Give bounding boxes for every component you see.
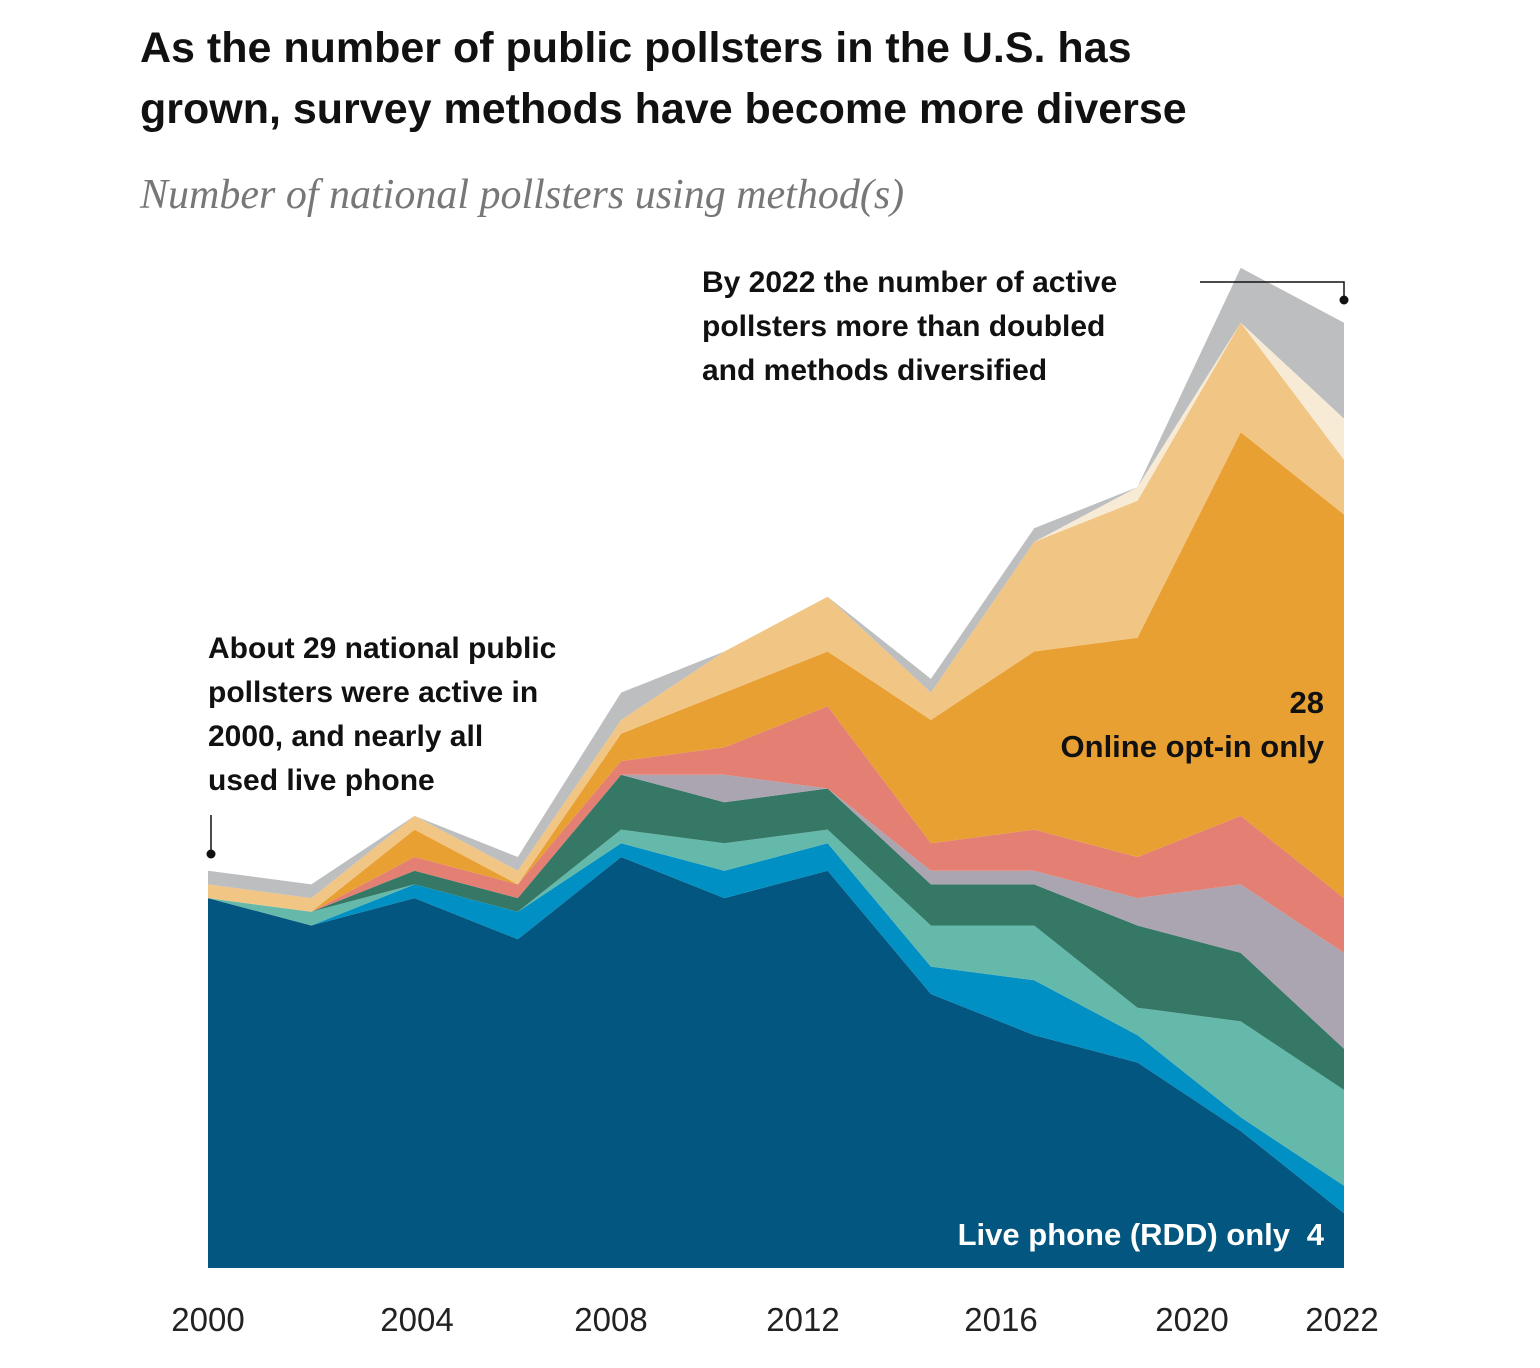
right-annotation-leader [1200,281,1345,298]
x-tick-label: 2008 [574,1301,647,1338]
left-annotation-line-2: pollsters were active in [208,676,538,709]
x-tick-label: 2016 [964,1301,1037,1338]
left-annotation-line-1: About 29 national public [208,632,556,665]
area-series-10 [208,267,1344,899]
left-annotation-line-4: used live phone [208,764,435,797]
chart-title-line-1: As the number of public pollsters in the… [140,24,1132,72]
online-opt-in-label: Online opt-in only [1061,729,1325,764]
area-layers [208,267,1344,1268]
area-series-5 [208,774,1344,1049]
live-phone-label: Live phone (RDD) only [958,1217,1291,1252]
area-series-6 [208,706,1344,953]
right-annotation-line-3: and methods diversified [702,354,1047,387]
right-annotation-dot [1339,295,1349,305]
x-tick-label: 2000 [171,1301,244,1338]
area-series-4 [208,774,1344,1090]
x-tick-label: 2020 [1155,1301,1228,1338]
chart-subtitle: Number of national pollsters using metho… [139,172,904,218]
x-tick-label: 2004 [380,1301,453,1338]
left-annotation-line-3: 2000, and nearly all [208,720,483,753]
right-annotation-line-1: By 2022 the number of active [702,266,1117,299]
x-tick-label: 2012 [766,1301,839,1338]
area-series-8 [208,322,1344,912]
chart-title-line-2: grown, survey methods have become more d… [140,85,1187,133]
area-series-1 [208,857,1344,1268]
area-series-2 [208,843,1344,1214]
live-phone-value: 4 [1307,1217,1325,1252]
x-tick-label: 2022 [1305,1301,1378,1338]
x-axis-ticks: 2000 2004 2008 2012 2016 2020 2022 [171,1301,1378,1338]
left-annotation-dot [206,849,216,859]
area-series-3 [208,829,1344,1186]
online-opt-in-value: 28 [1290,685,1324,720]
right-annotation-line-2: pollsters more than doubled [702,310,1105,343]
